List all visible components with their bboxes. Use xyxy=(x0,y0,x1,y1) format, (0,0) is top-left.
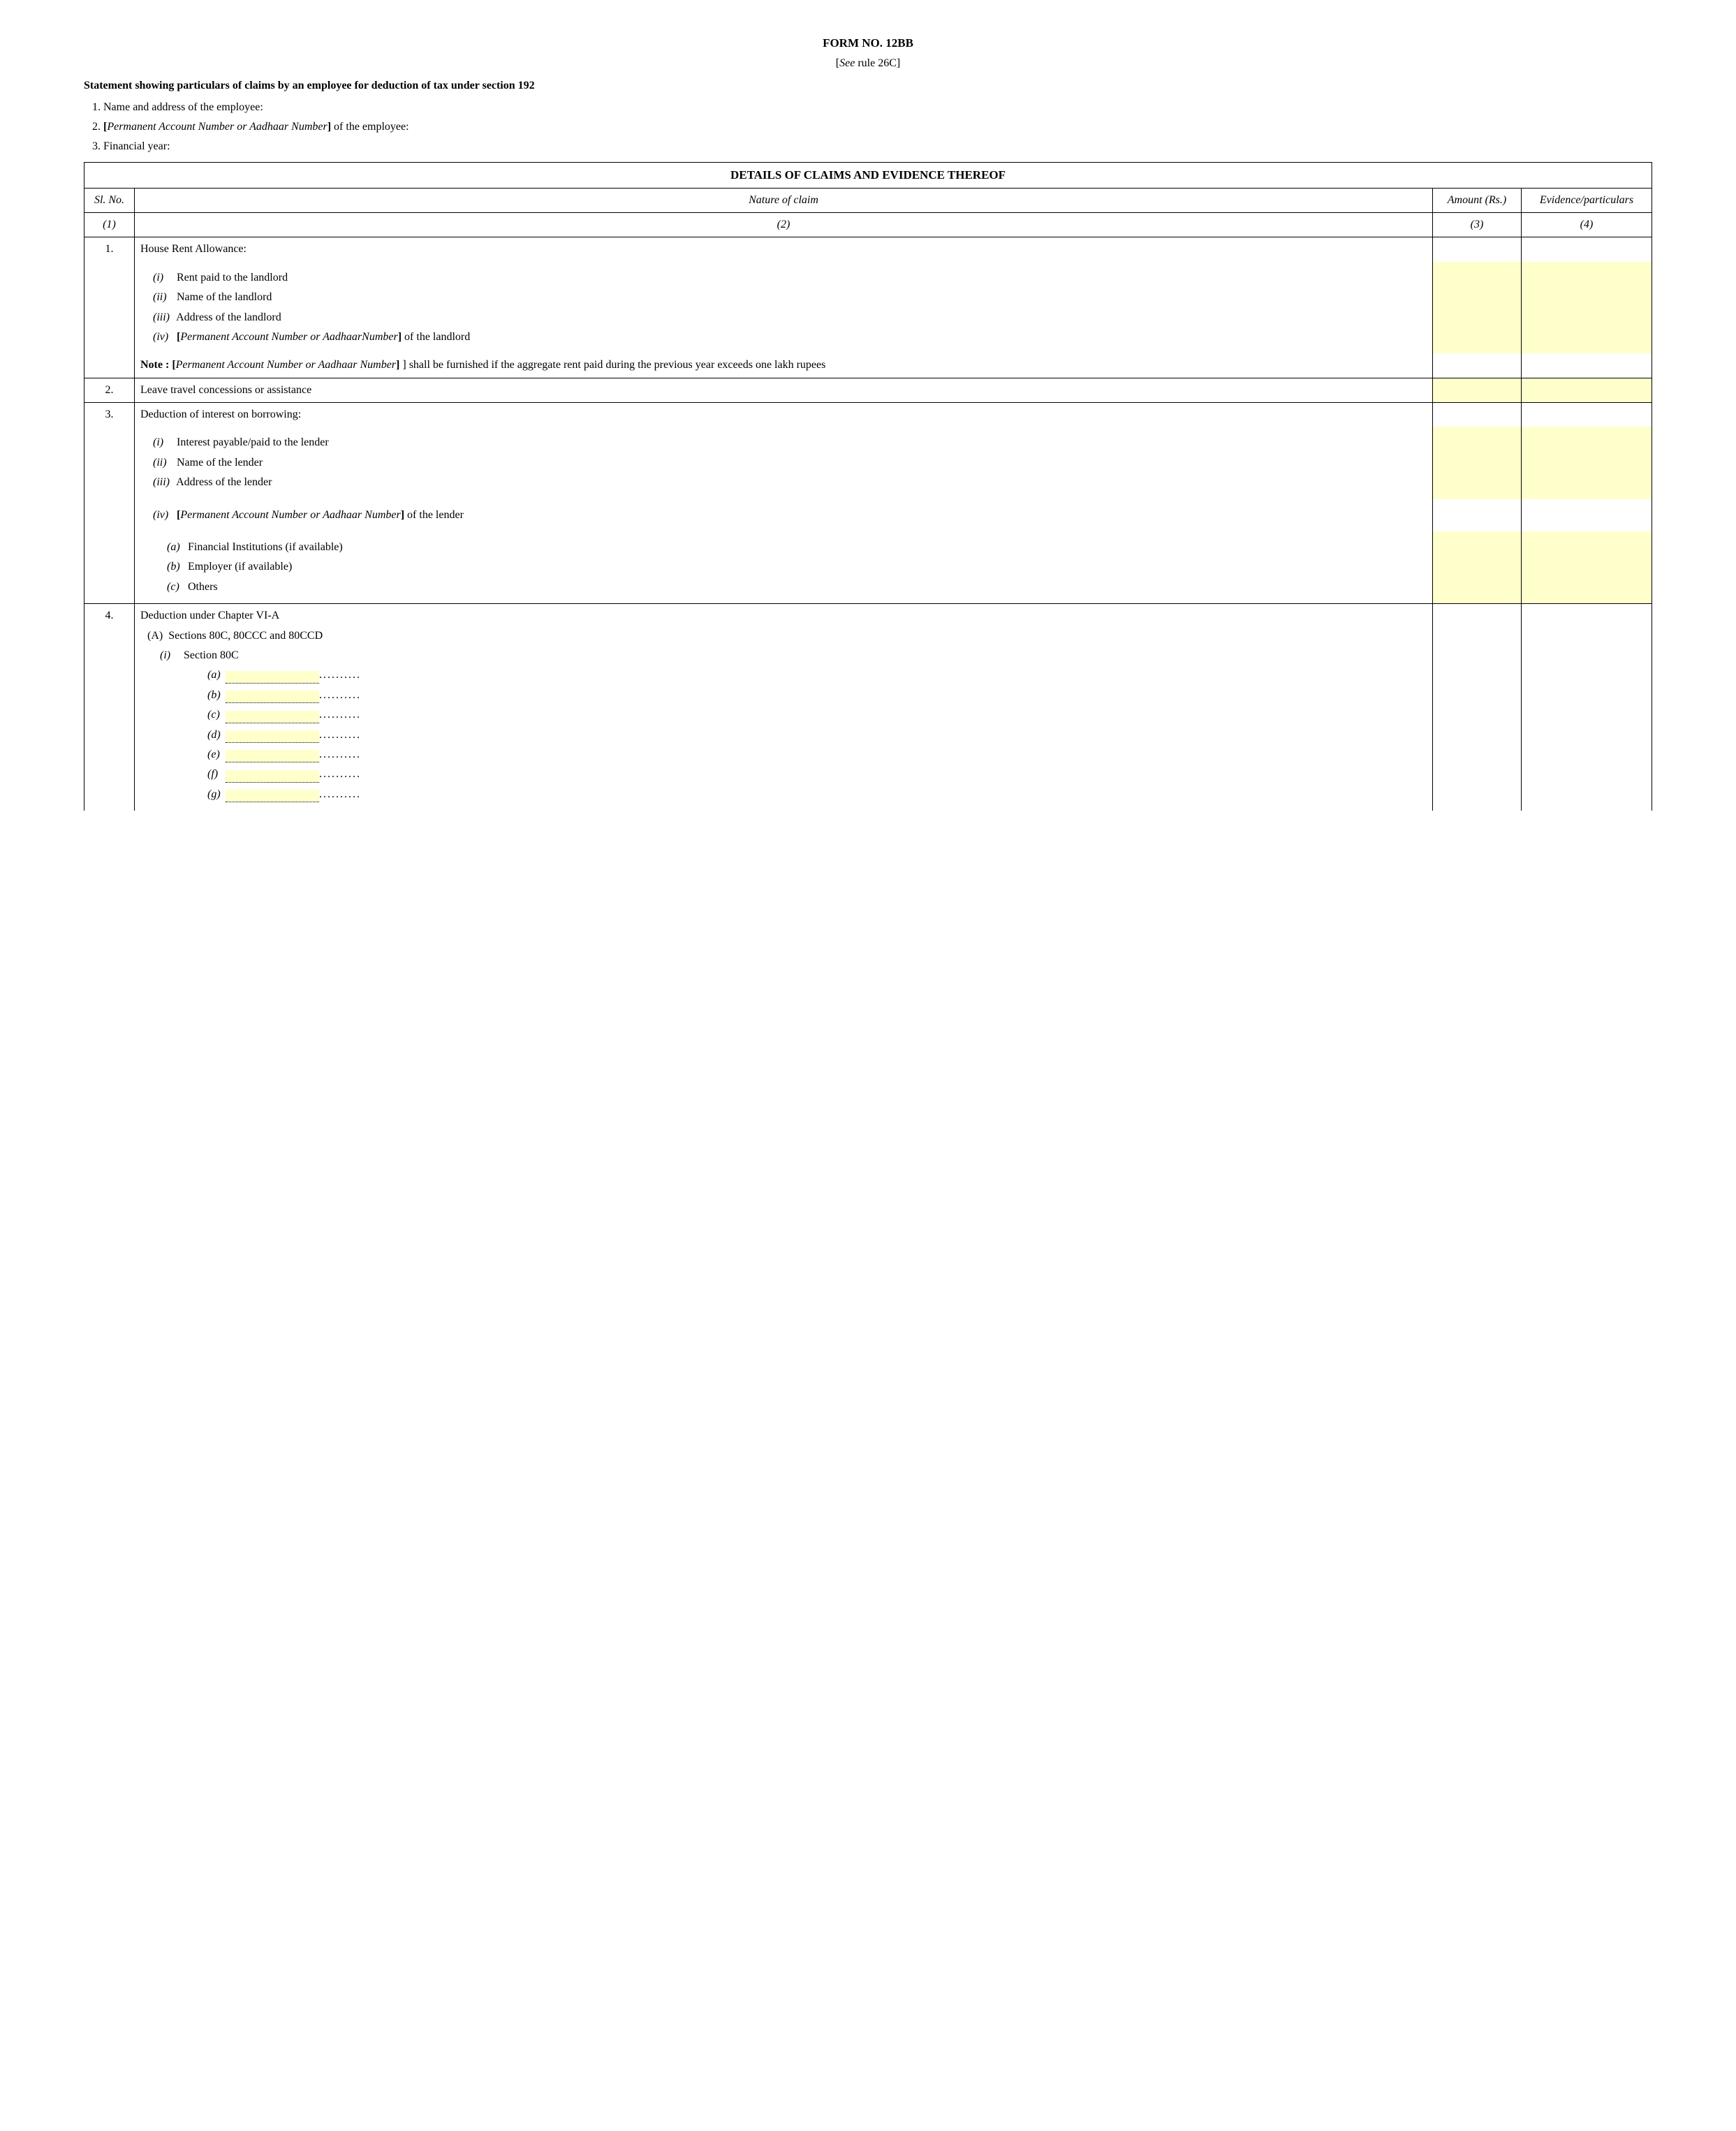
row3-ev-input-2[interactable] xyxy=(1522,531,1652,604)
row3-amt-blank[interactable] xyxy=(1433,403,1522,427)
statement-heading: Statement showing particulars of claims … xyxy=(84,78,1652,94)
employee-details-list: Name and address of the employee: [Perma… xyxy=(84,100,1652,155)
row4-sl: 4. xyxy=(84,604,135,811)
row1-amt-input[interactable] xyxy=(1433,262,1522,354)
col-num-1: (1) xyxy=(84,212,135,237)
row1-sl: 1. xyxy=(84,237,135,262)
row1-ev-note xyxy=(1522,353,1652,378)
row1-note: Note : [Permanent Account Number or Aadh… xyxy=(135,353,1433,378)
sec80c-g-input[interactable] xyxy=(226,790,319,802)
sec80c-b-input[interactable] xyxy=(226,691,319,703)
row3-item-iv: (iv) [Permanent Account Number or Aadhaa… xyxy=(135,499,1433,531)
header-evidence: Evidence/particulars xyxy=(1522,188,1652,212)
row3-items-1-3: (i) Interest payable/paid to the lender … xyxy=(135,427,1433,499)
row2-title: Leave travel concessions or assistance xyxy=(135,378,1433,402)
row3-subs: (a) Financial Institutions (if available… xyxy=(135,531,1433,604)
item-name-address: Name and address of the employee: xyxy=(103,100,1652,115)
row1-amt-note xyxy=(1433,353,1522,378)
row3-ev-blank[interactable] xyxy=(1522,403,1652,427)
header-amount: Amount (Rs.) xyxy=(1433,188,1522,212)
col-num-4: (4) xyxy=(1522,212,1652,237)
sec80c-d-input[interactable] xyxy=(226,730,319,743)
table-title: DETAILS OF CLAIMS AND EVIDENCE THEREOF xyxy=(84,162,1652,188)
item-financial-year: Financial year: xyxy=(103,139,1652,154)
row3-amt-iv xyxy=(1433,499,1522,531)
row3-ev-input-1[interactable] xyxy=(1522,427,1652,499)
header-nature: Nature of claim xyxy=(135,188,1433,212)
sec80c-a-input[interactable] xyxy=(226,671,319,684)
sec80c-f-input[interactable] xyxy=(226,770,319,783)
col-num-2: (2) xyxy=(135,212,1433,237)
claims-table: DETAILS OF CLAIMS AND EVIDENCE THEREOF S… xyxy=(84,162,1652,811)
row3-amt-input-2[interactable] xyxy=(1433,531,1522,604)
row1-ev-blank[interactable] xyxy=(1522,237,1652,262)
row3-title: Deduction of interest on borrowing: xyxy=(135,403,1433,427)
row1-items: (i) Rent paid to the landlord (ii) Name … xyxy=(135,262,1433,354)
row4-amt[interactable] xyxy=(1433,604,1522,811)
row3-amt-input-1[interactable] xyxy=(1433,427,1522,499)
row1-title: House Rent Allowance: xyxy=(135,237,1433,262)
row1-amt-blank[interactable] xyxy=(1433,237,1522,262)
header-sl-no: Sl. No. xyxy=(84,188,135,212)
row2-amt-input[interactable] xyxy=(1433,378,1522,402)
row3-sl: 3. xyxy=(84,403,135,427)
form-title: FORM NO. 12BB xyxy=(84,35,1652,52)
rule-reference: [See rule 26C] xyxy=(84,56,1652,71)
row4-content: Deduction under Chapter VI-A (A) Section… xyxy=(135,604,1433,811)
sec80c-e-input[interactable] xyxy=(226,750,319,762)
row3-ev-iv xyxy=(1522,499,1652,531)
section-80c-entries: (a) .......... (b) .......... (c) ......… xyxy=(160,668,1427,802)
col-num-3: (3) xyxy=(1433,212,1522,237)
row2-ev-input[interactable] xyxy=(1522,378,1652,402)
row1-ev-input[interactable] xyxy=(1522,262,1652,354)
item-pan-aadhaar: [Permanent Account Number or Aadhaar Num… xyxy=(103,119,1652,135)
row2-sl: 2. xyxy=(84,378,135,402)
sec80c-c-input[interactable] xyxy=(226,711,319,723)
row4-ev[interactable] xyxy=(1522,604,1652,811)
